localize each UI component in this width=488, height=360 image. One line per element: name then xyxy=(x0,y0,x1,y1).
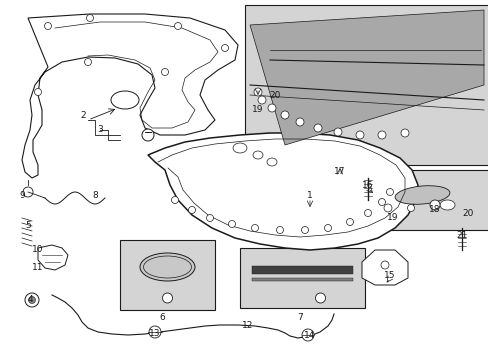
Bar xyxy=(244,5,488,165)
Text: 5: 5 xyxy=(25,220,31,230)
Text: 16: 16 xyxy=(362,180,373,189)
Circle shape xyxy=(355,131,363,139)
Circle shape xyxy=(386,189,393,195)
Circle shape xyxy=(429,200,439,210)
Circle shape xyxy=(407,204,414,211)
Circle shape xyxy=(221,45,228,51)
Circle shape xyxy=(149,326,161,338)
Text: 11: 11 xyxy=(32,264,43,273)
Circle shape xyxy=(267,104,275,112)
Circle shape xyxy=(313,124,321,132)
Circle shape xyxy=(295,118,304,126)
Polygon shape xyxy=(249,10,483,145)
Text: 17: 17 xyxy=(334,167,345,176)
Circle shape xyxy=(333,128,341,136)
Circle shape xyxy=(174,22,181,30)
Bar xyxy=(240,248,364,308)
Circle shape xyxy=(301,226,308,234)
Circle shape xyxy=(251,225,258,231)
Circle shape xyxy=(188,207,195,213)
Polygon shape xyxy=(251,266,352,274)
Text: 19: 19 xyxy=(252,105,263,114)
Circle shape xyxy=(35,89,41,95)
Circle shape xyxy=(142,129,154,141)
Circle shape xyxy=(171,197,178,203)
Circle shape xyxy=(281,111,288,119)
Circle shape xyxy=(324,225,331,231)
Text: 4: 4 xyxy=(27,296,33,305)
Text: 20: 20 xyxy=(461,210,473,219)
Text: 6: 6 xyxy=(159,314,164,323)
Circle shape xyxy=(315,293,325,303)
Circle shape xyxy=(276,226,283,234)
Circle shape xyxy=(253,88,262,96)
Circle shape xyxy=(383,204,391,212)
Circle shape xyxy=(364,210,371,216)
Text: 19: 19 xyxy=(386,213,398,222)
Circle shape xyxy=(162,293,172,303)
Circle shape xyxy=(25,293,39,307)
Text: 3: 3 xyxy=(97,126,102,135)
Circle shape xyxy=(86,14,93,22)
Ellipse shape xyxy=(439,200,454,210)
Circle shape xyxy=(28,297,36,303)
Text: 7: 7 xyxy=(297,314,302,323)
Circle shape xyxy=(206,215,213,221)
Text: 1: 1 xyxy=(306,190,312,199)
Circle shape xyxy=(161,68,168,76)
Bar xyxy=(375,170,488,230)
Bar xyxy=(120,240,215,310)
Circle shape xyxy=(400,129,408,137)
Ellipse shape xyxy=(394,186,449,204)
Text: 20: 20 xyxy=(269,90,280,99)
Polygon shape xyxy=(361,250,407,285)
Text: 21: 21 xyxy=(455,230,467,239)
Circle shape xyxy=(378,198,385,206)
Text: 14: 14 xyxy=(304,332,315,341)
Polygon shape xyxy=(148,133,417,250)
Circle shape xyxy=(302,329,313,341)
Circle shape xyxy=(377,131,385,139)
Text: 8: 8 xyxy=(92,190,98,199)
Text: 9: 9 xyxy=(19,190,25,199)
Ellipse shape xyxy=(140,253,195,281)
Circle shape xyxy=(258,96,265,104)
Text: 13: 13 xyxy=(149,329,161,338)
Text: 15: 15 xyxy=(384,270,395,279)
Text: 18: 18 xyxy=(428,206,440,215)
Circle shape xyxy=(380,261,388,269)
Circle shape xyxy=(44,22,51,30)
Circle shape xyxy=(346,219,353,225)
Circle shape xyxy=(228,220,235,228)
Circle shape xyxy=(84,58,91,66)
Circle shape xyxy=(23,187,33,197)
Text: 12: 12 xyxy=(242,320,253,329)
Text: 2: 2 xyxy=(80,112,85,121)
Polygon shape xyxy=(251,278,352,281)
Text: 10: 10 xyxy=(32,246,43,255)
